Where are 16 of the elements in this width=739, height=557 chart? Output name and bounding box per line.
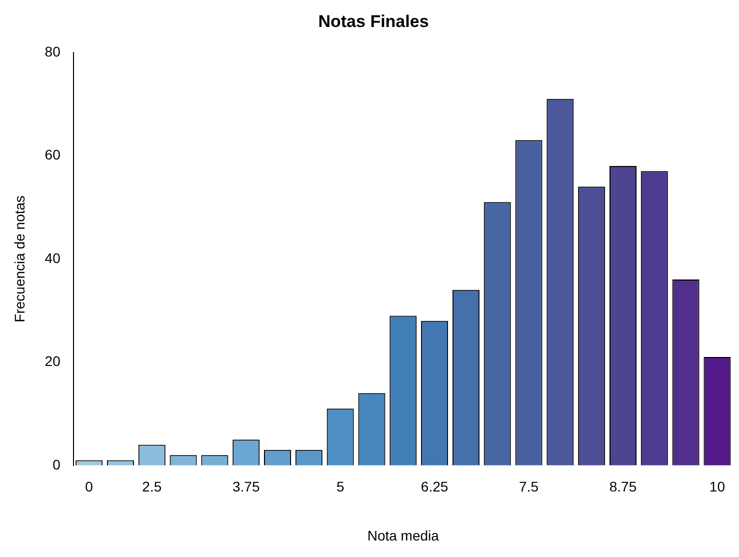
chart-title: Notas Finales bbox=[318, 12, 429, 31]
x-tick-label: 7.5 bbox=[519, 478, 539, 495]
y-tick-label: 60 bbox=[44, 146, 61, 163]
y-tick-label: 80 bbox=[44, 43, 61, 60]
x-tick-label: 6.25 bbox=[420, 478, 448, 495]
y-tick-label: 0 bbox=[52, 456, 61, 472]
x-tick-label: 0 bbox=[85, 478, 94, 495]
x-tick-label: 10 bbox=[709, 478, 726, 495]
y-tick-label: 40 bbox=[44, 250, 61, 266]
x-tick-label: 2.5 bbox=[142, 478, 162, 495]
x-tick-label: 8.75 bbox=[609, 478, 637, 495]
x-tick-label: 3.75 bbox=[232, 478, 260, 495]
x-tick-label: 5 bbox=[336, 478, 344, 495]
y-tick-label: 20 bbox=[44, 353, 61, 370]
y-axis-title: Frecuencia de notas bbox=[11, 195, 28, 322]
x-axis-title: Nota media bbox=[367, 527, 440, 544]
